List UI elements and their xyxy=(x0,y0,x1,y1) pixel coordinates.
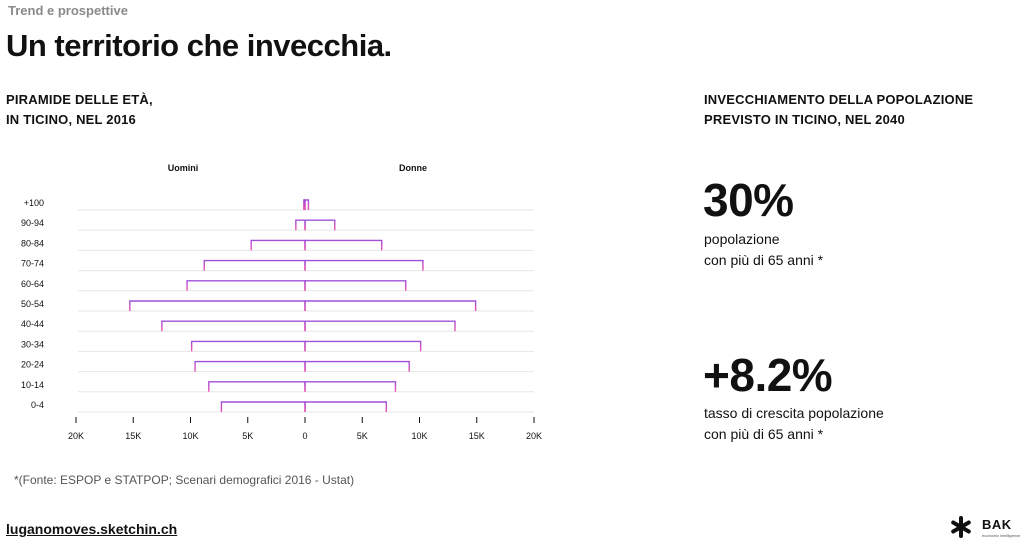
x-tick-label: 5K xyxy=(357,431,368,441)
section-eyebrow: Trend e prospettive xyxy=(8,3,128,18)
forecast-heading: INVECCHIAMENTO DELLA POPOLAZIONE PREVIST… xyxy=(704,90,973,130)
age-label: 70-74 xyxy=(21,259,44,269)
bar-donne xyxy=(304,300,477,311)
stat-share-description: popolazione con più di 65 anni * xyxy=(704,229,823,271)
bar-uomini xyxy=(250,239,306,251)
series-label-uomini: Uomini xyxy=(168,163,199,173)
stat-share-line1: popolazione xyxy=(704,231,780,247)
page-title: Un territorio che invecchia. xyxy=(6,28,392,63)
bar-uomini xyxy=(161,320,306,332)
bar-uomini xyxy=(208,381,306,392)
x-tick-label: 20K xyxy=(526,431,542,441)
x-tick-label: 15K xyxy=(125,431,141,441)
bar-uomini xyxy=(186,280,306,291)
bar-donne xyxy=(304,381,397,392)
age-label: 0-4 xyxy=(31,400,44,410)
bak-logo-text: BAK xyxy=(982,517,1012,532)
bar-donne xyxy=(304,401,387,412)
series-label-donne: Donne xyxy=(399,163,427,173)
stat-growth-value: +8.2% xyxy=(703,349,833,401)
stat-growth-line1: tasso di crescita popolazione xyxy=(704,405,884,421)
bar-uomini xyxy=(295,219,306,231)
bar-uomini xyxy=(190,340,306,352)
bar-donne xyxy=(304,280,407,291)
stat-growth-description: tasso di crescita popolazione con più di… xyxy=(704,403,884,445)
site-link[interactable]: luganomoves.sketchin.ch xyxy=(6,521,178,537)
x-tick-label: 10K xyxy=(182,431,198,441)
age-pyramid-chart: Uomini Donne +100 90-94 80-84 70-74 60-64 50-54… xyxy=(21,163,542,441)
age-label: +100 xyxy=(24,198,44,208)
bar-uomini xyxy=(220,401,306,412)
pyramid-heading: PIRAMIDE DELLE ETÀ, IN TICINO, NEL 2016 xyxy=(6,90,153,130)
x-tick-label: 15K xyxy=(469,431,485,441)
pyramid-heading-line2: IN TICINO, NEL 2016 xyxy=(6,112,136,127)
stat-share-line2: con più di 65 anni * xyxy=(704,252,824,268)
bak-logo-subtitle: economic intelligence xyxy=(982,533,1021,538)
forecast-heading-line2: PREVISTO IN TICINO, NEL 2040 xyxy=(704,112,905,127)
bar-uomini xyxy=(194,360,306,372)
age-label: 60-64 xyxy=(21,279,44,289)
x-tick-label: 10K xyxy=(411,431,427,441)
age-label: 10-14 xyxy=(21,380,44,390)
bar-donne xyxy=(304,219,336,231)
asterisk-logo-icon xyxy=(951,516,971,538)
x-tick-label: 20K xyxy=(68,431,84,441)
stat-share-value: 30% xyxy=(703,174,794,226)
bar-donne xyxy=(304,360,410,372)
pyramid-heading-line1: PIRAMIDE DELLE ETÀ, xyxy=(6,92,153,107)
bar-donne xyxy=(304,320,456,332)
age-label: 20-24 xyxy=(21,360,44,370)
bar-donne xyxy=(304,199,310,210)
bar-donne xyxy=(304,340,422,352)
bar-uomini xyxy=(129,300,306,311)
source-note: *(Fonte: ESPOP e STATPOP; Scenari demogr… xyxy=(14,473,355,487)
bar-uomini xyxy=(203,259,306,271)
stat-growth-line2: con più di 65 anni * xyxy=(704,426,824,442)
bar-donne xyxy=(304,259,424,271)
forecast-heading-line1: INVECCHIAMENTO DELLA POPOLAZIONE xyxy=(704,92,974,107)
age-label: 30-34 xyxy=(21,339,44,349)
x-tick-label: 0 xyxy=(302,431,307,441)
age-label: 50-54 xyxy=(21,299,44,309)
age-label: 90-94 xyxy=(21,218,44,228)
bar-donne xyxy=(304,239,383,251)
age-label: 40-44 xyxy=(21,319,44,329)
age-label: 80-84 xyxy=(21,238,44,248)
x-tick-label: 5K xyxy=(242,431,253,441)
